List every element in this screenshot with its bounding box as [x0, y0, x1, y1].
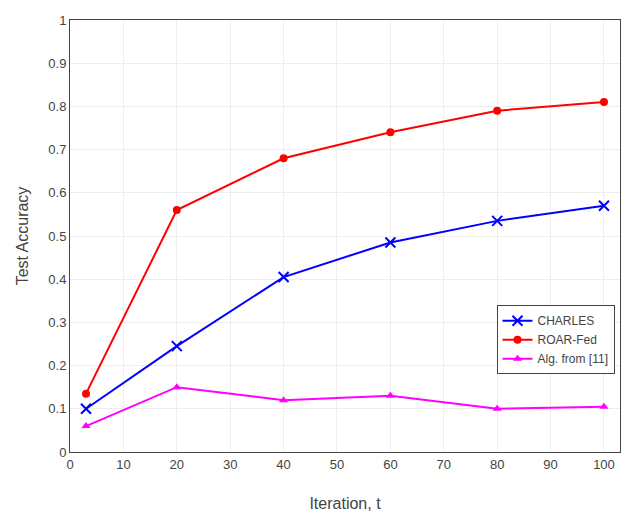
svg-text:1: 1 [59, 13, 66, 28]
svg-text:90: 90 [543, 457, 557, 472]
svg-text:70: 70 [437, 457, 451, 472]
svg-text:100: 100 [593, 457, 615, 472]
svg-text:30: 30 [223, 457, 237, 472]
svg-text:50: 50 [330, 457, 344, 472]
svg-text:ROAR-Fed: ROAR-Fed [538, 333, 597, 347]
svg-text:0.2: 0.2 [48, 358, 66, 373]
svg-text:60: 60 [383, 457, 397, 472]
svg-text:Test Accuracy: Test Accuracy [14, 187, 31, 286]
svg-text:0: 0 [59, 445, 66, 460]
svg-text:0.8: 0.8 [48, 99, 66, 114]
svg-text:0: 0 [66, 457, 73, 472]
svg-text:0.4: 0.4 [48, 272, 66, 287]
svg-text:10: 10 [116, 457, 130, 472]
svg-text:Alg. from [11]: Alg. from [11] [538, 352, 608, 366]
svg-text:0.6: 0.6 [48, 185, 66, 200]
svg-text:20: 20 [170, 457, 184, 472]
svg-text:0.1: 0.1 [48, 401, 66, 416]
svg-text:0.5: 0.5 [48, 229, 66, 244]
svg-text:CHARLES: CHARLES [538, 314, 595, 328]
svg-text:80: 80 [490, 457, 504, 472]
svg-text:0.7: 0.7 [48, 142, 66, 157]
svg-text:0.3: 0.3 [48, 315, 66, 330]
svg-text:Iteration, t: Iteration, t [309, 495, 381, 512]
svg-text:0.9: 0.9 [48, 56, 66, 71]
svg-text:40: 40 [276, 457, 290, 472]
